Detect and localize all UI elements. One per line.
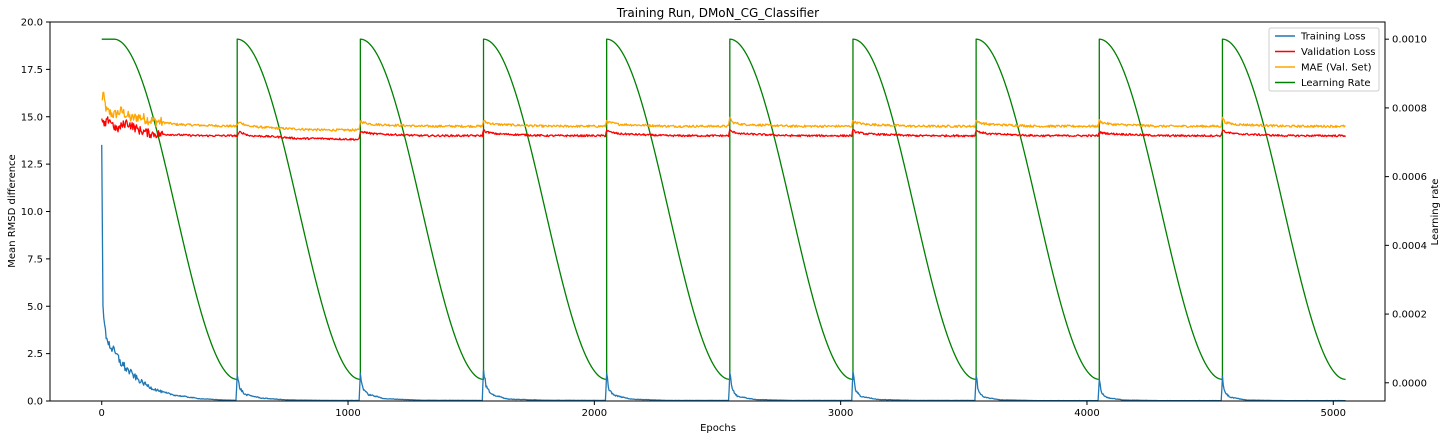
y2-tick-label: 0.0004	[1392, 241, 1427, 252]
x-tick-label: 0	[99, 408, 105, 419]
legend-label: Learning Rate	[1301, 78, 1371, 89]
legend: Training Loss Validation Loss MAE (Val. Se…	[1268, 27, 1380, 92]
y-tick-label: 17.5	[21, 65, 43, 76]
y-axis-label: Mean RMSD difference	[7, 154, 18, 267]
x-tick-label: 5000	[1321, 408, 1346, 419]
y-axis-right: 0.0000 0.0002 0.0004 0.0006 0.0008 0.0010	[1385, 35, 1427, 389]
y2-tick-label: 0.0000	[1392, 378, 1427, 389]
series-line-validation-loss	[101, 116, 1347, 141]
series-layer	[101, 38, 1347, 402]
y-tick-label: 20.0	[21, 18, 43, 29]
y2-tick-label: 0.0002	[1392, 310, 1427, 321]
y2-tick-label: 0.0006	[1392, 172, 1427, 183]
legend-label: MAE (Val. Set)	[1301, 63, 1372, 74]
y-tick-label: 0.0	[27, 397, 43, 408]
legend-label: Validation Loss	[1301, 47, 1376, 58]
y-tick-label: 10.0	[21, 207, 43, 218]
y-tick-label: 2.5	[27, 349, 43, 360]
y-tick-label: 7.5	[27, 254, 43, 265]
x-tick-label: 3000	[828, 408, 853, 419]
x-tick-label: 1000	[335, 408, 360, 419]
y2-tick-label: 0.0010	[1392, 35, 1427, 46]
y-tick-label: 12.5	[21, 160, 43, 171]
y-tick-label: 15.0	[21, 112, 43, 123]
legend-box	[1268, 27, 1380, 92]
legend-label: Training Loss	[1300, 32, 1366, 43]
series-line-training-loss	[101, 144, 1346, 402]
y-axis-left: 0.0 2.5 5.0 7.5 10.0 12.5 15.0 17.5 20.0	[21, 18, 50, 408]
x-tick-label: 2000	[582, 408, 607, 419]
x-axis-label: Epochs	[700, 423, 736, 434]
y2-axis-label: Learning rate	[1430, 179, 1441, 246]
y-tick-label: 5.0	[27, 302, 43, 313]
x-tick-label: 4000	[1074, 408, 1099, 419]
chart-title: Training Run, DMoN_CG_Classifier	[616, 6, 819, 20]
y2-tick-label: 0.0008	[1392, 103, 1427, 114]
x-axis: 0 1000 2000 3000 4000 5000	[99, 401, 1346, 419]
series-line-mae-val-set	[101, 91, 1346, 132]
